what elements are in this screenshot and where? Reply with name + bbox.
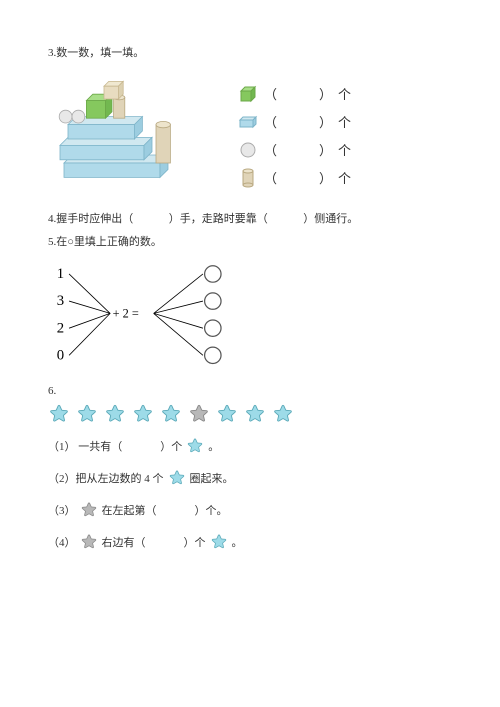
unit-text: 个 bbox=[338, 168, 351, 187]
q6: 6. （1） 一共有（ ）个 。 （2）把从左边数的 4 个 圈起来。 （3） … bbox=[48, 385, 452, 551]
q4-text-a: 4.握手时应伸出（ bbox=[48, 213, 133, 225]
bracket-close: ） bbox=[319, 140, 332, 159]
unit-text: 个 bbox=[338, 140, 351, 159]
q6-sub4: （4） 右边有（ ）个 。 bbox=[48, 533, 452, 551]
q3-row-rect: （ ） 个 bbox=[238, 111, 351, 133]
q5-figure: 1 3 2 0 + 2 = bbox=[48, 260, 238, 375]
q3-row-cylinder: （ ） 个 bbox=[238, 167, 351, 189]
svg-text:1: 1 bbox=[57, 266, 64, 282]
star-blue-icon bbox=[272, 403, 294, 425]
bracket-close: ） bbox=[319, 112, 332, 131]
q6-sub4-a: （4） bbox=[48, 534, 76, 550]
svg-text:3: 3 bbox=[57, 293, 64, 309]
q6-star-row bbox=[48, 403, 452, 425]
star-blue-icon bbox=[76, 403, 98, 425]
bracket-close: ） bbox=[319, 84, 332, 103]
q6-sub1: （1） 一共有（ ）个 。 bbox=[48, 437, 452, 455]
q4: 4.握手时应伸出（ ）手，走路时要靠（ ）侧通行。 bbox=[48, 211, 452, 229]
star-blue-icon bbox=[216, 403, 238, 425]
q6-title: 6. bbox=[48, 385, 56, 397]
q5-title: 5.在○里填上正确的数。 bbox=[48, 234, 452, 252]
q4-text-c: ）侧通行。 bbox=[303, 213, 358, 225]
star-blue-icon bbox=[168, 469, 186, 487]
star-blue-icon bbox=[104, 403, 126, 425]
q6-sub4-d: 。 bbox=[232, 534, 243, 550]
unit-text: 个 bbox=[338, 112, 351, 131]
svg-text:0: 0 bbox=[57, 347, 64, 363]
q6-sub3-c: ）个。 bbox=[195, 502, 228, 518]
cuboid-icon bbox=[238, 113, 258, 131]
q6-sub3-b: 在左起第（ bbox=[102, 502, 157, 518]
bracket-open: （ bbox=[264, 112, 277, 131]
q3-count-list: （ ） 个 （ ） 个 （ ） 个 （ bbox=[238, 75, 351, 189]
star-blue-icon bbox=[210, 533, 228, 551]
q6-sub2: （2）把从左边数的 4 个 圈起来。 bbox=[48, 469, 452, 487]
star-blue-icon bbox=[48, 403, 70, 425]
star-blue-icon bbox=[132, 403, 154, 425]
q6-sub3: （3） 在左起第（ ）个。 bbox=[48, 501, 452, 519]
q3-figure bbox=[48, 75, 208, 195]
unit-text: 个 bbox=[338, 84, 351, 103]
q6-sub4-c: ）个 bbox=[184, 534, 206, 550]
bracket-open: （ bbox=[264, 140, 277, 159]
cube-icon bbox=[238, 85, 258, 103]
bracket-open: （ bbox=[264, 84, 277, 103]
q3-content: （ ） 个 （ ） 个 （ ） 个 （ bbox=[48, 75, 452, 195]
star-grey-icon bbox=[80, 501, 98, 519]
q6-sub2-a: （2）把从左边数的 4 个 bbox=[48, 470, 164, 486]
svg-text:2: 2 bbox=[57, 320, 64, 336]
q6-sub3-a: （3） bbox=[48, 502, 76, 518]
star-blue-icon bbox=[186, 437, 204, 455]
q4-text-b: ）手，走路时要靠（ bbox=[169, 213, 268, 225]
star-grey-icon bbox=[188, 403, 210, 425]
cylinder-icon bbox=[238, 169, 258, 187]
bracket-close: ） bbox=[319, 168, 332, 187]
q6-sub1-b: ）个 bbox=[160, 438, 182, 454]
star-blue-icon bbox=[244, 403, 266, 425]
star-grey-icon bbox=[80, 533, 98, 551]
star-blue-icon bbox=[160, 403, 182, 425]
bracket-open: （ bbox=[264, 168, 277, 187]
q6-sub4-b: 右边有（ bbox=[102, 534, 146, 550]
svg-text:+ 2 =: + 2 = bbox=[113, 306, 139, 320]
q3-row-sphere: （ ） 个 bbox=[238, 139, 351, 161]
q3-title: 3.数一数，填一填。 bbox=[48, 45, 452, 63]
q6-sub1-a: （1） 一共有（ bbox=[48, 438, 122, 454]
q3-row-cube: （ ） 个 bbox=[238, 83, 351, 105]
q6-sub1-c: 。 bbox=[208, 438, 219, 454]
sphere-icon bbox=[238, 141, 258, 159]
q6-sub2-b: 圈起来。 bbox=[190, 470, 234, 486]
